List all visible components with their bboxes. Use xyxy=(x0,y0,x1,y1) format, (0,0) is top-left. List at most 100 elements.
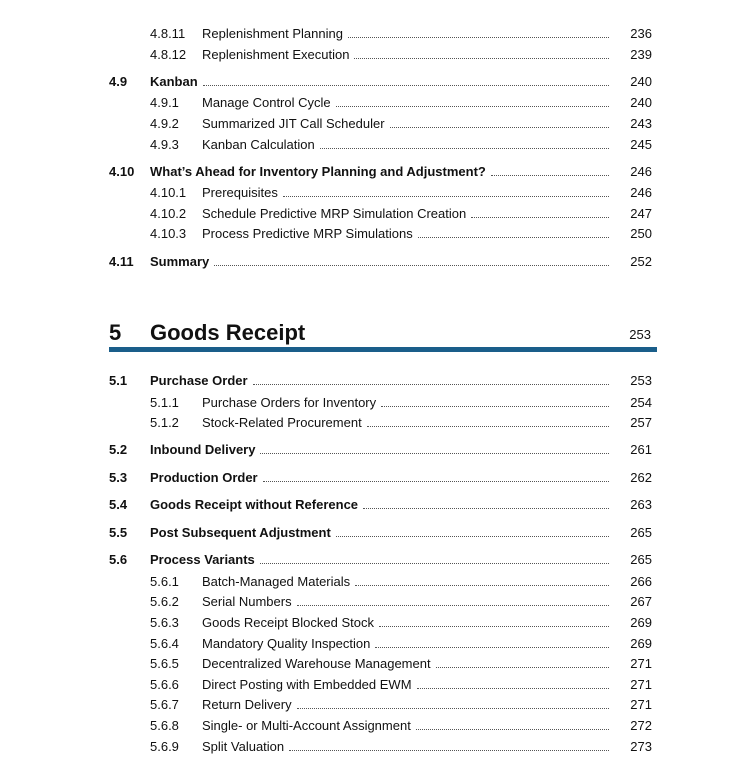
entry-page: 271 xyxy=(630,656,652,671)
dot-leader xyxy=(471,206,609,218)
toc-entry[interactable]: 4.10.3 Process Predictive MRP Simulation… xyxy=(109,225,652,243)
toc-entry[interactable]: 4.10 What’s Ahead for Inventory Planning… xyxy=(109,163,652,181)
toc-entry[interactable]: 4.10.2 Schedule Predictive MRP Simulatio… xyxy=(109,205,652,223)
entry-title: Replenishment Planning xyxy=(202,26,343,41)
dot-leader xyxy=(389,116,609,128)
entry-page: 265 xyxy=(630,552,652,567)
toc-entry[interactable]: 5.5 Post Subsequent Adjustment 265 xyxy=(109,524,652,542)
dot-leader xyxy=(347,26,609,38)
entry-title: Split Valuation xyxy=(202,739,285,754)
entry-number: 5.6.2 xyxy=(150,594,179,609)
toc-entry[interactable]: 5.6.6 Direct Posting with Embedded EWM 2… xyxy=(109,676,652,694)
entry-title: Direct Posting with Embedded EWM xyxy=(202,677,412,692)
toc-entry[interactable]: 4.8.11 Replenishment Planning 236 xyxy=(109,25,652,43)
entry-title: Decentralized Warehouse Management xyxy=(202,656,431,671)
entry-title: Return Delivery xyxy=(202,697,292,712)
toc-entry[interactable]: 5.6.1 Batch-Managed Materials 266 xyxy=(109,573,652,591)
dot-leader xyxy=(214,254,609,266)
entry-number: 5.6.4 xyxy=(150,636,179,651)
entry-number: 4.9 xyxy=(109,74,128,89)
entry-number: 4.10.1 xyxy=(150,185,187,200)
entry-number: 5.6.7 xyxy=(150,697,179,712)
toc-entry[interactable]: 4.10.1 Prerequisites 246 xyxy=(109,184,652,202)
toc-entry[interactable]: 5.6.3 Goods Receipt Blocked Stock 269 xyxy=(109,614,652,632)
entry-title: Summarized JIT Call Scheduler xyxy=(202,116,385,131)
entry-number: 5.1.1 xyxy=(150,395,179,410)
toc-entry[interactable]: 5.3 Production Order 262 xyxy=(109,469,652,487)
toc-entry[interactable]: 4.9 Kanban 240 xyxy=(109,73,652,91)
toc-entry[interactable]: 5.6.5 Decentralized Warehouse Management… xyxy=(109,655,652,673)
dot-leader xyxy=(296,594,609,606)
entry-title: Inbound Delivery xyxy=(150,442,256,457)
dot-leader xyxy=(354,47,609,59)
entry-number: 4.8.12 xyxy=(150,47,187,62)
entry-number: 4.11 xyxy=(109,254,134,269)
entry-number: 4.9.1 xyxy=(150,95,179,110)
entry-title: Production Order xyxy=(150,470,258,485)
entry-number: 4.10.2 xyxy=(150,206,187,221)
entry-title: Summary xyxy=(150,254,210,269)
dot-leader xyxy=(319,137,609,149)
toc-entry[interactable]: 4.8.12 Replenishment Execution 239 xyxy=(109,46,652,64)
toc-entry[interactable]: 5.6.9 Split Valuation 273 xyxy=(109,738,652,756)
entry-title: Replenishment Execution xyxy=(202,47,350,62)
toc-entry[interactable]: 5.6.8 Single- or Multi-Account Assignmen… xyxy=(109,717,652,735)
entry-number: 5.4 xyxy=(109,497,128,512)
toc-entry[interactable]: 5.6 Process Variants 265 xyxy=(109,551,652,569)
dot-leader xyxy=(378,615,609,627)
dot-leader xyxy=(282,185,609,197)
entry-title: Prerequisites xyxy=(202,185,278,200)
toc-entry[interactable]: 4.9.2 Summarized JIT Call Scheduler 243 xyxy=(109,115,652,133)
toc-entry[interactable]: 5.6.4 Mandatory Quality Inspection 269 xyxy=(109,635,652,653)
toc-entry[interactable]: 4.9.1 Manage Control Cycle 240 xyxy=(109,94,652,112)
dot-leader xyxy=(363,497,609,509)
toc-entry[interactable]: 5.1 Purchase Order 253 xyxy=(109,372,652,390)
toc-entry[interactable]: 5.4 Goods Receipt without Reference 263 xyxy=(109,496,652,514)
entry-title: What’s Ahead for Inventory Planning and … xyxy=(150,164,486,179)
entry-title: Post Subsequent Adjustment xyxy=(150,525,331,540)
dot-leader xyxy=(366,415,609,427)
entry-number: 4.9.2 xyxy=(150,116,179,131)
entry-number: 5.6.5 xyxy=(150,656,179,671)
entry-title: Manage Control Cycle xyxy=(202,95,331,110)
entry-title: Single- or Multi-Account Assignment xyxy=(202,718,411,733)
chapter-rule xyxy=(109,347,657,352)
entry-number: 4.10 xyxy=(109,164,135,179)
entry-page: 273 xyxy=(630,739,652,754)
entry-page: 265 xyxy=(630,525,652,540)
dot-leader xyxy=(435,656,609,668)
entry-title: Purchase Orders for Inventory xyxy=(202,395,377,410)
entry-page: 247 xyxy=(630,206,652,221)
entry-title: Goods Receipt without Reference xyxy=(150,497,359,512)
entry-number: 5.6.3 xyxy=(150,615,179,630)
toc-entry[interactable]: 4.11 Summary 252 xyxy=(109,253,652,271)
entry-page: 239 xyxy=(630,47,652,62)
entry-number: 5.6.1 xyxy=(150,574,179,589)
toc-entry[interactable]: 5.6.7 Return Delivery 271 xyxy=(109,696,652,714)
toc-entry[interactable]: 4.9.3 Kanban Calculation 245 xyxy=(109,136,652,154)
entry-title: Process Predictive MRP Simulations xyxy=(202,226,413,241)
entry-page: 271 xyxy=(630,697,652,712)
entry-page: 263 xyxy=(630,497,652,512)
entry-page: 236 xyxy=(630,26,652,41)
toc-entry[interactable]: 5.1.2 Stock-Related Procurement 257 xyxy=(109,414,652,432)
entry-title: Batch-Managed Materials xyxy=(202,574,351,589)
toc-entry[interactable]: 5.1.1 Purchase Orders for Inventory 254 xyxy=(109,394,652,412)
chapter-heading: 5 Goods Receipt 253 xyxy=(109,318,657,354)
dot-leader xyxy=(335,525,609,537)
entry-number: 5.6 xyxy=(109,552,128,567)
entry-title: Process Variants xyxy=(150,552,255,567)
entry-page: 250 xyxy=(630,226,652,241)
entry-title: Goods Receipt Blocked Stock xyxy=(202,615,374,630)
toc-entry[interactable]: 5.2 Inbound Delivery 261 xyxy=(109,441,652,459)
entry-number: 5.1.2 xyxy=(150,415,179,430)
entry-page: 240 xyxy=(630,74,652,89)
entry-page: 262 xyxy=(630,470,652,485)
chapter-number: 5 xyxy=(109,320,122,345)
dot-leader xyxy=(289,739,609,751)
toc-entry[interactable]: 5.6.2 Serial Numbers 267 xyxy=(109,593,652,611)
entry-title: Stock-Related Procurement xyxy=(202,415,362,430)
dot-leader xyxy=(375,636,609,648)
entry-title: Kanban xyxy=(150,74,198,89)
entry-page: 271 xyxy=(630,677,652,692)
